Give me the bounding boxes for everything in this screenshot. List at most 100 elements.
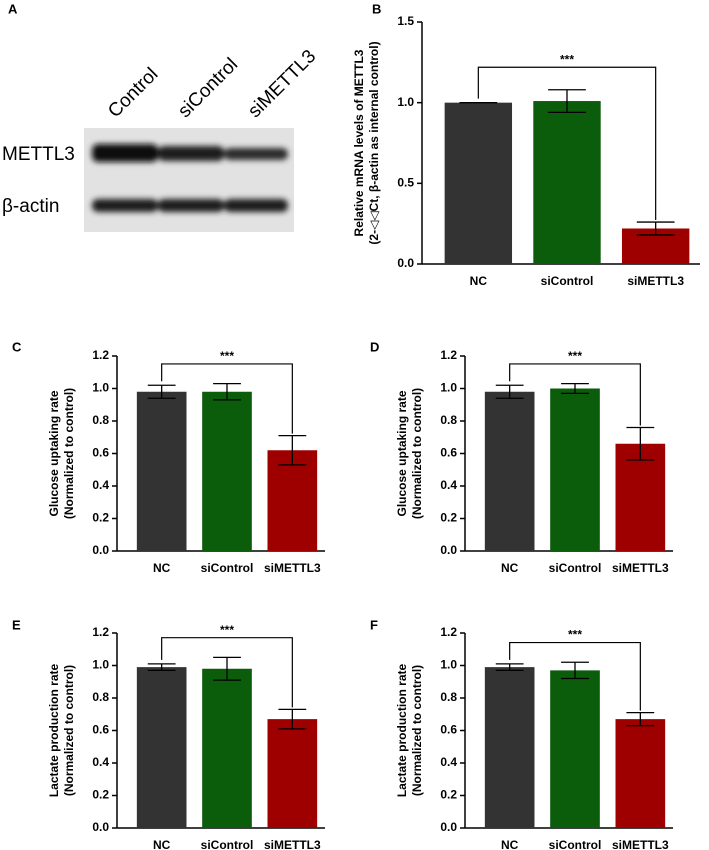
bar [615, 719, 666, 828]
y-axis-label: (Normalized to control) [410, 388, 424, 519]
error-bar [495, 663, 524, 672]
x-tick-label: siControl [201, 838, 254, 850]
x-tick-label: siControl [549, 838, 602, 850]
y-tick-label: 0.4 [440, 755, 457, 769]
significance-bracket [161, 637, 293, 708]
y-tick-label: 0.8 [92, 413, 109, 427]
error-bar [626, 711, 655, 727]
row-label: β-actin [2, 196, 59, 217]
lane-label: siControl [174, 54, 242, 122]
y-axis-label: Relative mRNA levels of METTL3 [352, 49, 366, 236]
panel-letter: A [8, 1, 18, 16]
y-tick-label: 0.6 [440, 446, 457, 460]
y-tick-label: 0.0 [440, 820, 457, 834]
x-tick-label: NC [470, 274, 488, 288]
y-axis-label: Glucose uptaking rate [47, 390, 61, 516]
y-tick-label: 1.0 [92, 658, 109, 672]
x-tick-label: siControl [201, 561, 254, 575]
blot-background [84, 128, 294, 232]
y-tick-label: 0.0 [440, 543, 457, 557]
x-tick-label: siMETTL3 [264, 838, 321, 850]
y-tick-label: 1.2 [440, 348, 457, 362]
y-axis-label: (2-◁◁Ct, β-actin as internal control) [367, 41, 381, 244]
y-axis-label: (Normalized to control) [62, 665, 76, 796]
y-tick-label: 0.5 [397, 176, 414, 190]
western-blot: A Control siControl siMETTL3 METTL3 β-ac… [2, 1, 320, 232]
error-bar [636, 221, 675, 236]
y-tick-label: 0.4 [92, 478, 109, 492]
error-bar [561, 661, 589, 680]
error-bar [147, 384, 176, 399]
y-tick-label: 1.0 [440, 381, 457, 395]
y-tick-label: 0.0 [92, 820, 109, 834]
bar [267, 719, 318, 828]
panel-letter: B [372, 1, 381, 16]
bar [615, 443, 666, 551]
error-bar [626, 426, 655, 461]
significance-bracket [161, 363, 293, 434]
error-bar [278, 434, 307, 466]
bar [533, 101, 601, 264]
x-tick-label: siControl [549, 561, 602, 575]
significance-label: *** [220, 349, 234, 363]
significance-label: *** [568, 628, 582, 642]
x-tick-label: siMETTL3 [612, 838, 669, 850]
significance-label: *** [568, 349, 582, 363]
y-tick-label: 0.2 [440, 511, 457, 525]
y-tick-label: 0.0 [92, 543, 109, 557]
y-tick-label: 1.2 [92, 348, 109, 362]
x-tick-label: NC [501, 838, 519, 850]
y-axis-label: Lactate production rate [395, 664, 409, 798]
error-bar [147, 663, 176, 672]
y-tick-label: 0.2 [92, 511, 109, 525]
error-bar [548, 89, 586, 113]
lane-label: siMETTL3 [244, 46, 320, 122]
significance-label: *** [560, 52, 574, 66]
y-tick-label: 0.2 [92, 788, 109, 802]
y-tick-label: 1.2 [440, 625, 457, 639]
y-tick-label: 1.2 [92, 625, 109, 639]
bands [92, 144, 288, 212]
bar [136, 667, 187, 828]
y-tick-label: 1.0 [92, 381, 109, 395]
y-tick-label: 0.4 [440, 478, 457, 492]
y-tick-label: 0.8 [92, 690, 109, 704]
x-tick-label: siMETTL3 [612, 561, 669, 575]
y-tick-label: 1.0 [397, 95, 414, 109]
error-bar [213, 382, 241, 401]
panel-letter: F [370, 617, 378, 632]
y-tick-label: 0.6 [92, 723, 109, 737]
bar [202, 668, 252, 828]
x-tick-label: siControl [541, 274, 594, 288]
x-tick-label: NC [501, 561, 519, 575]
panel-letter: D [370, 339, 379, 354]
bar [484, 391, 535, 551]
y-tick-label: 0.8 [440, 690, 457, 704]
y-tick-label: 0.8 [440, 413, 457, 427]
significance-bracket [477, 66, 657, 221]
panel-letter: C [12, 339, 22, 354]
significance-bracket [509, 363, 641, 426]
y-axis-label: (Normalized to control) [410, 665, 424, 796]
error-bar [213, 656, 241, 681]
bar [550, 670, 600, 828]
y-tick-label: 0.2 [440, 788, 457, 802]
row-label: METTL3 [2, 144, 75, 165]
lane-label: Control [104, 64, 162, 122]
bar [136, 391, 187, 551]
y-tick-label: 0.6 [440, 723, 457, 737]
panel-letter: E [12, 617, 21, 632]
significance-bracket [509, 641, 641, 711]
error-bar [278, 708, 307, 730]
y-tick-label: 0.6 [92, 446, 109, 460]
y-tick-label: 1.5 [397, 14, 414, 28]
bar [550, 388, 600, 551]
y-axis-label: (Normalized to control) [62, 388, 76, 519]
y-tick-label: 0.4 [92, 755, 109, 769]
x-tick-label: siMETTL3 [264, 561, 321, 575]
error-bar [561, 382, 589, 395]
y-axis-label: Glucose uptaking rate [395, 390, 409, 516]
bar [484, 667, 535, 828]
x-tick-label: NC [153, 838, 171, 850]
